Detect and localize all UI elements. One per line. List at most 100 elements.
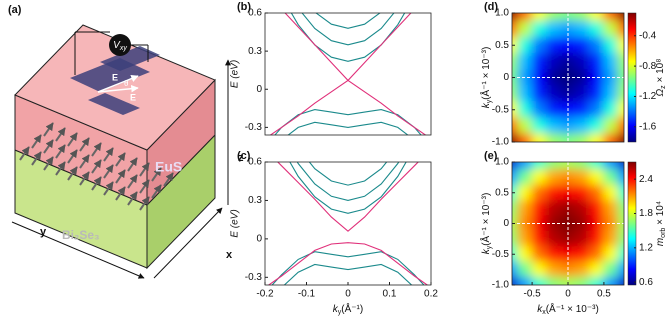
heat-cell: [617, 246, 624, 263]
heat-cell: [589, 162, 605, 171]
spin-arrow: [91, 176, 102, 191]
heat-cell: [512, 20, 519, 38]
spin-arrow: [67, 132, 78, 147]
plot-area: [512, 13, 624, 142]
heat-cell: [545, 199, 562, 217]
colorbar-tick-label: 1.2: [639, 242, 653, 253]
heat-cell: [512, 215, 519, 232]
panel-label: (b): [237, 1, 251, 13]
heat-cell: [517, 36, 533, 54]
y-tick-label: -1.0: [492, 137, 510, 148]
y-tick-label: 0: [503, 218, 509, 229]
heat-cell: [603, 276, 619, 285]
heat-cell: [574, 52, 591, 70]
heat-cell: [545, 36, 562, 54]
spin-arrow: [103, 147, 114, 162]
y-tick-label: -0.3: [245, 272, 263, 283]
heat-cell: [512, 133, 519, 142]
heat-cell: [617, 162, 624, 171]
heat-cell: [545, 169, 562, 186]
heat-cell: [617, 133, 624, 142]
heat-cell: [545, 13, 562, 22]
heat-cell: [589, 261, 605, 278]
y-tick-label: 0.3: [248, 46, 262, 57]
spin-arrows: [19, 122, 174, 211]
colorbar-label: Ωz × 10⁸: [655, 59, 667, 97]
heat-cell: [574, 20, 591, 38]
plot-frame: [264, 12, 432, 136]
heat-cell: [545, 85, 562, 103]
colorbar-tick-label: 1.8: [639, 208, 653, 219]
heat-cell: [574, 246, 591, 263]
band-line: [271, 251, 425, 285]
colorbar-tick-label: -0.8: [639, 61, 657, 72]
band-line: [290, 13, 406, 62]
spin-arrow: [139, 162, 150, 177]
heat-cell: [603, 101, 619, 119]
y-tick-label: 1.0: [495, 157, 509, 168]
heat-cell: [517, 13, 533, 22]
band-line: [283, 263, 413, 285]
colorbar-label: morb × 10⁴: [655, 201, 667, 246]
y-tick-label: 0.6: [248, 8, 262, 19]
x-tick-label: 0: [345, 289, 351, 300]
x-axis-label-part: y: [338, 309, 342, 316]
heat-cell: [512, 246, 519, 263]
heat-cell: [531, 117, 547, 135]
x-axis-label-part: k: [537, 304, 543, 315]
heat-cell: [617, 68, 624, 87]
heat-cell: [617, 85, 624, 103]
heat-cell: [545, 101, 562, 119]
heat-cell: [617, 117, 624, 135]
heat-cell: [531, 246, 547, 263]
y-tick-label: 1.0: [495, 8, 509, 19]
y-axis-label-part: k: [481, 102, 492, 108]
heat-cell: [545, 162, 562, 171]
spin-arrow: [139, 179, 150, 194]
spin-arrow: [163, 172, 174, 187]
field-arrow: [97, 75, 139, 93]
heat-cell: [512, 13, 519, 22]
colorbar-tick-label: -0.4: [639, 30, 657, 41]
heat-cell: [560, 52, 576, 70]
spin-arrow: [139, 196, 150, 211]
heat-cell: [512, 117, 519, 135]
heat-cell: [517, 261, 533, 278]
band-line: [267, 242, 429, 285]
y-axis-label-part: y: [486, 99, 493, 103]
heat-cell: [512, 184, 519, 201]
heat-cell: [617, 169, 624, 186]
x-axis-label-part: (Å⁻¹): [341, 302, 363, 315]
heat-cell: [603, 230, 619, 248]
heat-cell: [517, 246, 533, 263]
heat-cell: [589, 52, 605, 70]
heat-cell: [531, 169, 547, 186]
heat-cell: [589, 20, 605, 38]
band-line: [289, 162, 407, 214]
heat-cell: [545, 184, 562, 201]
band-line: [274, 109, 422, 135]
heat-cell: [574, 169, 591, 186]
spin-arrow: [151, 184, 162, 199]
y-tick-label: 0.3: [248, 195, 262, 206]
spin-arrow: [31, 151, 42, 166]
heat-cell: [574, 230, 591, 248]
heat-cell: [589, 117, 605, 135]
heat-cell: [603, 261, 619, 278]
heat-cell: [531, 85, 547, 103]
heat-cell: [589, 68, 605, 87]
axis-label: x: [226, 249, 233, 261]
heat-cell: [517, 276, 533, 285]
heat-cell: [617, 20, 624, 38]
y-axis-label: ky(Å⁻¹ × 10⁻³): [479, 193, 494, 255]
heat-cell: [545, 230, 562, 248]
heat-cell: [531, 36, 547, 54]
x-axis-label-part: x: [542, 309, 546, 316]
field-label: E: [112, 72, 118, 82]
heat-cell: [617, 36, 624, 54]
heat-cell: [617, 276, 624, 285]
heat-cell: [517, 162, 533, 171]
heat-cell: [603, 13, 619, 22]
heat-cell: [574, 276, 591, 285]
y-axis-label-part: k: [481, 248, 492, 254]
